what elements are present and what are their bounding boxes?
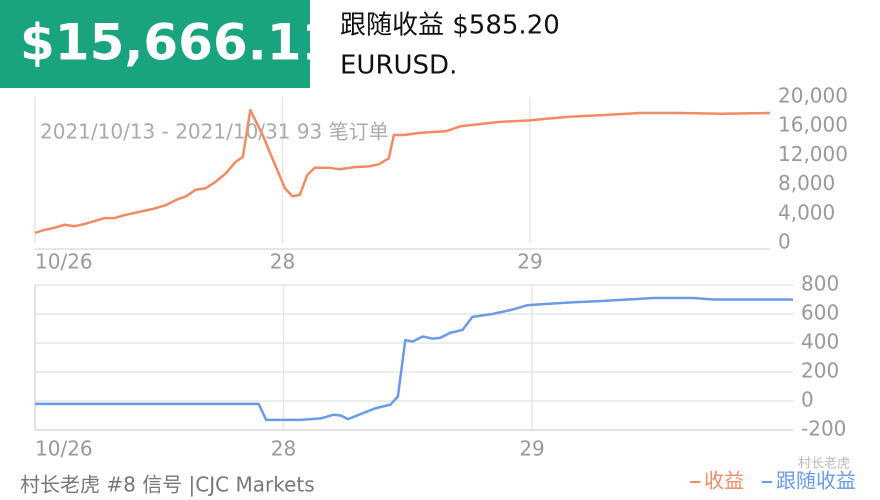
y-tick-label: 0: [778, 230, 791, 254]
annotation: 2021/10/13 - 2021/10/31 93 笔订单: [40, 120, 389, 144]
y-tick-label: 20,000: [778, 84, 848, 108]
legend-label: 收益: [704, 469, 744, 493]
x-tick-label: 10/26: [35, 437, 93, 461]
y-tick-label: 0: [801, 388, 814, 412]
title: 跟随收益 $585.20: [340, 11, 560, 41]
y-tick-label: 400: [801, 330, 839, 354]
amount: $15,666.11: [20, 14, 336, 72]
x-tick-label: 29: [517, 250, 542, 274]
y-tick-label: 8,000: [778, 171, 835, 195]
x-tick-label: 29: [519, 437, 544, 461]
symbol: EURUSD.: [340, 51, 457, 81]
y-tick-label: 4,000: [778, 200, 835, 224]
y-tick-label: 600: [801, 301, 839, 325]
y-tick-label: 800: [801, 272, 839, 296]
legend-label: 跟随收益: [776, 469, 856, 493]
x-tick-label: 28: [271, 437, 296, 461]
series-line: [34, 108, 771, 234]
y-tick-label: 12,000: [778, 142, 848, 166]
watermark: 村长老虎: [798, 457, 850, 472]
y-tick-label: 200: [801, 359, 839, 383]
y-tick-label: -200: [801, 417, 846, 441]
y-tick-label: 16,000: [778, 113, 848, 137]
series-line: [35, 296, 793, 422]
x-tick-label: 28: [270, 250, 295, 274]
signal: 村长老虎 #8 信号 |CJC Markets: [20, 473, 315, 497]
x-tick-label: 10/26: [35, 250, 93, 274]
amount-box: [0, 0, 310, 88]
